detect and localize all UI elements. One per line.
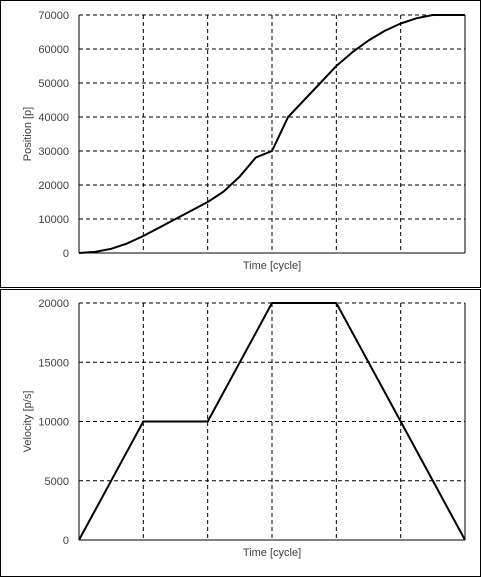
y-tick-label: 10000 [38, 214, 69, 226]
velocity-chart-panel: 0 5000 10000 15000 20000 Time [cycle] Velocity… [0, 289, 481, 577]
y-tick-label: 10000 [38, 417, 69, 429]
y-tick-label: 0 [63, 248, 69, 260]
position-chart-panel: 0 10000 20000 30000 40000 50000 60000 70000 Time… [0, 0, 481, 288]
y-tick-label: 5000 [45, 476, 69, 488]
y-tick-label: 15000 [38, 357, 69, 369]
y-axis-title: Position [p] [22, 107, 34, 161]
y-tick-label: 30000 [38, 146, 69, 158]
x-axis-title: Time [cycle] [243, 260, 301, 272]
y-tick-label: 60000 [38, 44, 69, 56]
series-line [78, 14, 465, 254]
velocity-chart: 0 5000 10000 15000 20000 Time [cycle] Velocity… [22, 298, 466, 559]
y-tick-label: 50000 [38, 78, 69, 90]
x-axis-title: Time [cycle] [243, 547, 301, 559]
y-tick-label: 20000 [38, 298, 69, 310]
position-chart: 0 10000 20000 30000 40000 50000 60000 70000 Time… [22, 10, 466, 272]
y-axis-title: Velocity [p/s] [22, 391, 34, 453]
y-tick-label: 40000 [38, 112, 69, 124]
y-tick-label: 20000 [38, 180, 69, 192]
y-tick-label: 0 [63, 535, 69, 547]
series-line [78, 302, 466, 541]
y-tick-label: 70000 [38, 10, 69, 22]
